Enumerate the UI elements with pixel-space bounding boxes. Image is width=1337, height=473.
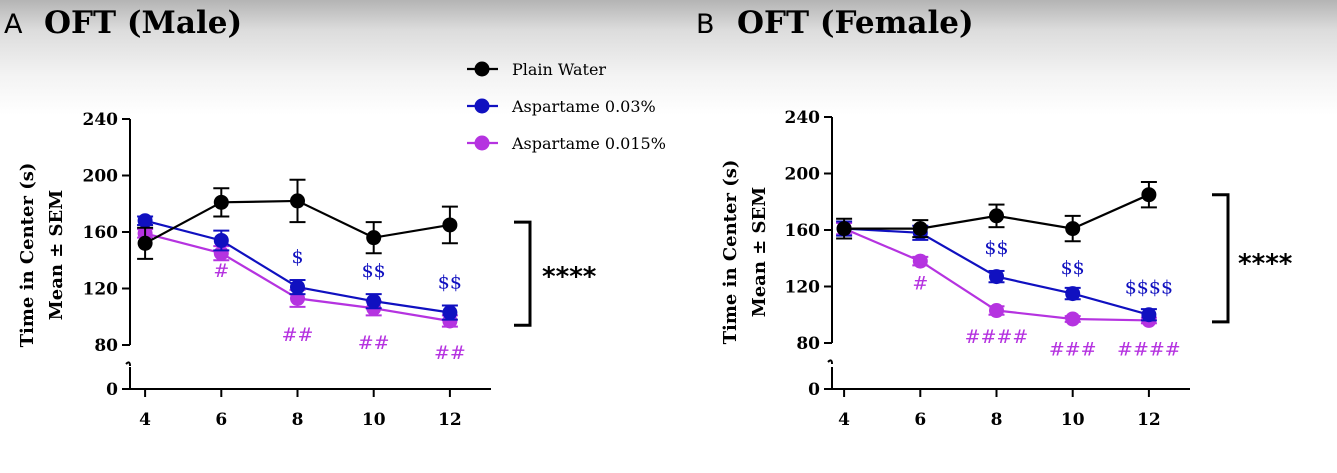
x-tick-label: 4 xyxy=(139,410,151,430)
legend-label: Aspartame 0.03% xyxy=(511,97,656,116)
legend-marker xyxy=(474,135,490,151)
data-point xyxy=(137,235,153,251)
legend-label: Aspartame 0.015% xyxy=(511,134,666,153)
data-point xyxy=(989,208,1004,224)
legend: Plain Water Aspartame 0.03% Aspartame 0.01… xyxy=(467,60,666,153)
data-point xyxy=(989,269,1004,285)
data-point xyxy=(1065,311,1081,327)
y-tick-label: 160 xyxy=(785,221,821,241)
significance-annotation: $$$$ xyxy=(1125,277,1173,299)
data-point xyxy=(213,194,229,210)
y-tick-label: 240 xyxy=(83,110,119,130)
x-tick-label: 4 xyxy=(838,410,850,430)
significance-annotation: #### xyxy=(965,326,1029,348)
y-tick-label: 160 xyxy=(83,223,119,243)
x-tick-label: 12 xyxy=(1137,410,1161,430)
y-tick-label: 0 xyxy=(808,380,820,400)
y-tick-label: 200 xyxy=(785,165,821,185)
legend-marker xyxy=(474,61,490,77)
x-tick-label: 6 xyxy=(215,410,227,430)
significance-annotation: $$ xyxy=(362,260,386,282)
data-point xyxy=(213,232,229,248)
axis-break-mark xyxy=(125,361,131,367)
significance-annotation: $$ xyxy=(1061,257,1085,279)
significance-annotation: ## xyxy=(282,324,314,346)
chart-panel-a: A OFT (Male) Time in Center (s) Mean ± SEM 0… xyxy=(4,5,597,430)
x-tick-label: 6 xyxy=(914,410,926,430)
data-point xyxy=(1065,286,1081,302)
data-point xyxy=(989,303,1004,319)
y-axis-label: Time in Center (s) xyxy=(17,163,38,348)
significance-stars: **** xyxy=(542,262,597,292)
y-tick-label: 0 xyxy=(106,380,118,400)
significance-bracket xyxy=(514,220,532,327)
data-point xyxy=(366,293,382,309)
y-tick-label: 200 xyxy=(83,167,119,187)
y-tick-label: 120 xyxy=(785,278,821,298)
data-point xyxy=(1065,221,1081,237)
y-axis-label: Mean ± SEM xyxy=(749,187,770,317)
y-axis-label: Mean ± SEM xyxy=(46,190,67,320)
data-point xyxy=(836,221,852,237)
data-point xyxy=(366,230,382,246)
significance-annotation: $ xyxy=(291,246,303,268)
x-tick-label: 10 xyxy=(362,410,386,430)
data-point xyxy=(442,305,458,321)
data-point xyxy=(290,279,305,295)
significance-annotation: $$ xyxy=(438,272,462,294)
significance-annotation: #### xyxy=(1117,339,1181,361)
x-tick-label: 10 xyxy=(1061,410,1085,430)
legend-marker xyxy=(474,98,490,114)
data-point xyxy=(442,217,458,233)
data-point xyxy=(912,221,928,237)
panel-letter: A xyxy=(4,9,23,40)
y-tick-label: 240 xyxy=(785,108,821,128)
significance-bracket xyxy=(1212,193,1230,324)
axis-break-mark xyxy=(827,359,833,365)
data-point xyxy=(290,193,305,209)
significance-annotation: # xyxy=(912,272,928,294)
legend-label: Plain Water xyxy=(512,60,606,79)
significance-stars: **** xyxy=(1238,249,1293,279)
significance-annotation: # xyxy=(213,260,229,282)
significance-annotation: ## xyxy=(358,332,390,354)
chart-panel-b: B OFT (Female) Time in Center (s) Mean ± SE… xyxy=(696,5,1293,430)
data-point xyxy=(137,213,153,229)
chart-title: OFT (Female) xyxy=(737,5,974,41)
x-tick-label: 12 xyxy=(438,410,462,430)
y-tick-label: 80 xyxy=(94,336,118,356)
y-tick-label: 80 xyxy=(796,334,820,354)
y-axis-label: Time in Center (s) xyxy=(720,160,741,345)
significance-annotation: ### xyxy=(1049,339,1097,361)
significance-annotation: $$ xyxy=(984,237,1008,259)
panel-letter: B xyxy=(696,9,715,40)
data-point xyxy=(912,253,928,269)
data-point xyxy=(1141,307,1157,323)
x-tick-label: 8 xyxy=(991,410,1003,430)
y-tick-label: 120 xyxy=(83,280,119,300)
data-point xyxy=(1141,187,1157,203)
chart-title: OFT (Male) xyxy=(44,5,242,41)
x-tick-label: 8 xyxy=(292,410,304,430)
significance-annotation: ## xyxy=(434,342,466,364)
